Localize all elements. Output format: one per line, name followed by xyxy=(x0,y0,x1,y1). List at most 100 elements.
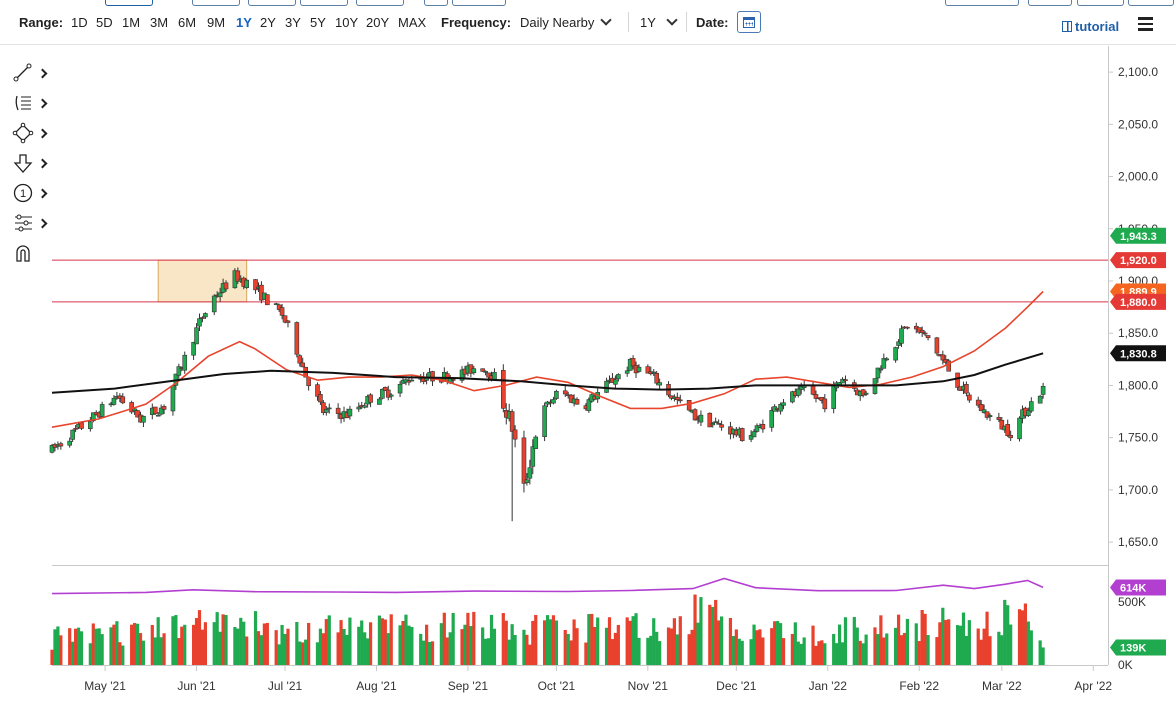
tab-stub[interactable] xyxy=(945,0,1019,6)
volume-bar xyxy=(675,634,679,665)
magnet-icon xyxy=(16,245,30,262)
candle-body xyxy=(748,435,754,440)
volume-bar xyxy=(345,634,349,665)
volume-bar xyxy=(1023,603,1028,665)
tab-stub[interactable] xyxy=(356,0,404,6)
period-dropdown[interactable]: 1Y xyxy=(640,14,678,32)
range-button-max[interactable]: MAX xyxy=(398,15,427,30)
volume-bar xyxy=(513,635,517,665)
line-tool-button[interactable] xyxy=(8,60,52,90)
x-tick-label: Dec '21 xyxy=(716,679,757,693)
fibonacci-tool-button[interactable] xyxy=(8,90,52,120)
shape-tool-button[interactable] xyxy=(8,120,52,150)
x-tick-label: Sep '21 xyxy=(448,679,489,693)
volume-bar xyxy=(905,618,910,665)
volume-bar xyxy=(749,639,753,665)
range-button-5y[interactable]: 5Y xyxy=(310,15,326,30)
range-button-3m[interactable]: 3M xyxy=(150,15,169,30)
frequency-dropdown[interactable]: Daily Nearby xyxy=(520,14,613,32)
volume-bar xyxy=(548,619,553,665)
candle-body xyxy=(884,358,890,361)
volume-bar xyxy=(342,628,346,665)
x-tick-label: Nov '21 xyxy=(628,679,669,693)
range-button-6m[interactable]: 6M xyxy=(178,15,197,30)
candle-body xyxy=(459,369,465,381)
range-button-20y[interactable]: 20Y xyxy=(366,15,390,30)
range-button-3y[interactable]: 3Y xyxy=(285,15,301,30)
candle-body xyxy=(698,414,704,423)
candle-body xyxy=(1017,417,1022,440)
price-label-text: 1,920.0 xyxy=(1120,255,1157,267)
volume-bar xyxy=(439,623,443,665)
candle-body xyxy=(630,358,636,367)
candle-body xyxy=(315,384,320,397)
calendar-icon[interactable] xyxy=(737,11,761,33)
tab-stub[interactable] xyxy=(1077,0,1124,6)
range-button-2y[interactable]: 2Y xyxy=(260,15,276,30)
frequency-label: Frequency: xyxy=(441,15,512,30)
candle-body xyxy=(760,423,766,430)
candle-body xyxy=(521,437,527,484)
candle-body xyxy=(654,373,659,384)
tutorial-link[interactable]: tutorial xyxy=(1062,19,1119,34)
candle-body xyxy=(751,431,757,438)
volume-bar xyxy=(469,625,473,665)
support-resistance-lines[interactable] xyxy=(52,259,1108,303)
volume-bar xyxy=(882,637,886,665)
volume-bar xyxy=(861,643,865,665)
range-button-10y[interactable]: 10Y xyxy=(335,15,359,30)
volume-bar xyxy=(224,614,228,665)
price-label-text: 1,830.8 xyxy=(1120,348,1157,360)
tab-stub[interactable] xyxy=(248,0,296,6)
candle-body xyxy=(651,371,657,374)
volume-bar xyxy=(955,625,960,665)
volume-bar xyxy=(1017,609,1022,665)
range-button-9m[interactable]: 9M xyxy=(207,15,226,30)
tab-stub[interactable] xyxy=(1028,0,1072,6)
candle-body xyxy=(1005,424,1011,437)
tab-stub[interactable] xyxy=(424,0,448,6)
volume-bar xyxy=(755,630,759,665)
volume-bar xyxy=(563,629,567,665)
magnet-tool-button[interactable] xyxy=(8,240,52,270)
volume-bar xyxy=(259,635,264,665)
hamburger-menu-icon[interactable] xyxy=(1138,17,1153,31)
volume-bar xyxy=(545,615,550,665)
volume-bar xyxy=(203,622,207,665)
tab-stub[interactable] xyxy=(105,0,153,6)
volume-bar xyxy=(215,612,219,665)
candle-body xyxy=(383,387,388,391)
volume-bar xyxy=(191,624,196,665)
volume-bar xyxy=(902,632,907,665)
arrow-tool-button[interactable] xyxy=(8,150,52,180)
range-button-1y[interactable]: 1Y xyxy=(236,15,252,30)
indicator-tool-button[interactable] xyxy=(8,210,52,240)
tab-stub[interactable] xyxy=(1128,0,1174,6)
candle-body xyxy=(955,372,960,388)
candle-body xyxy=(636,366,642,372)
candle-body xyxy=(279,307,285,316)
range-button-5d[interactable]: 5D xyxy=(96,15,113,30)
volume-bar xyxy=(575,628,579,665)
candle-body xyxy=(297,355,303,364)
tab-stub[interactable] xyxy=(192,0,240,6)
volume-bar xyxy=(197,610,202,665)
annotation-tool-button[interactable]: 1 xyxy=(8,180,52,210)
range-button-1d[interactable]: 1D xyxy=(71,15,88,30)
price-chart[interactable]: 2,100.02,050.02,000.01,950.01,900.01,850… xyxy=(0,44,1176,701)
volume-bar xyxy=(811,625,815,665)
volume-bar xyxy=(489,614,494,665)
volume-bar xyxy=(410,626,414,665)
volume-bar xyxy=(917,641,921,665)
volume-bar xyxy=(525,634,529,665)
candle-body xyxy=(586,399,592,411)
y-tick-label: 1,700.0 xyxy=(1118,483,1158,497)
tab-stub[interactable] xyxy=(452,0,506,6)
range-button-1m[interactable]: 1M xyxy=(122,15,141,30)
volume-bar xyxy=(50,649,54,665)
tab-stub[interactable] xyxy=(300,0,348,6)
volume-axis-ticks: 500K 0K xyxy=(1118,595,1146,672)
volume-bar xyxy=(672,618,676,665)
candle-body xyxy=(200,317,205,319)
volume-bar xyxy=(368,622,373,665)
